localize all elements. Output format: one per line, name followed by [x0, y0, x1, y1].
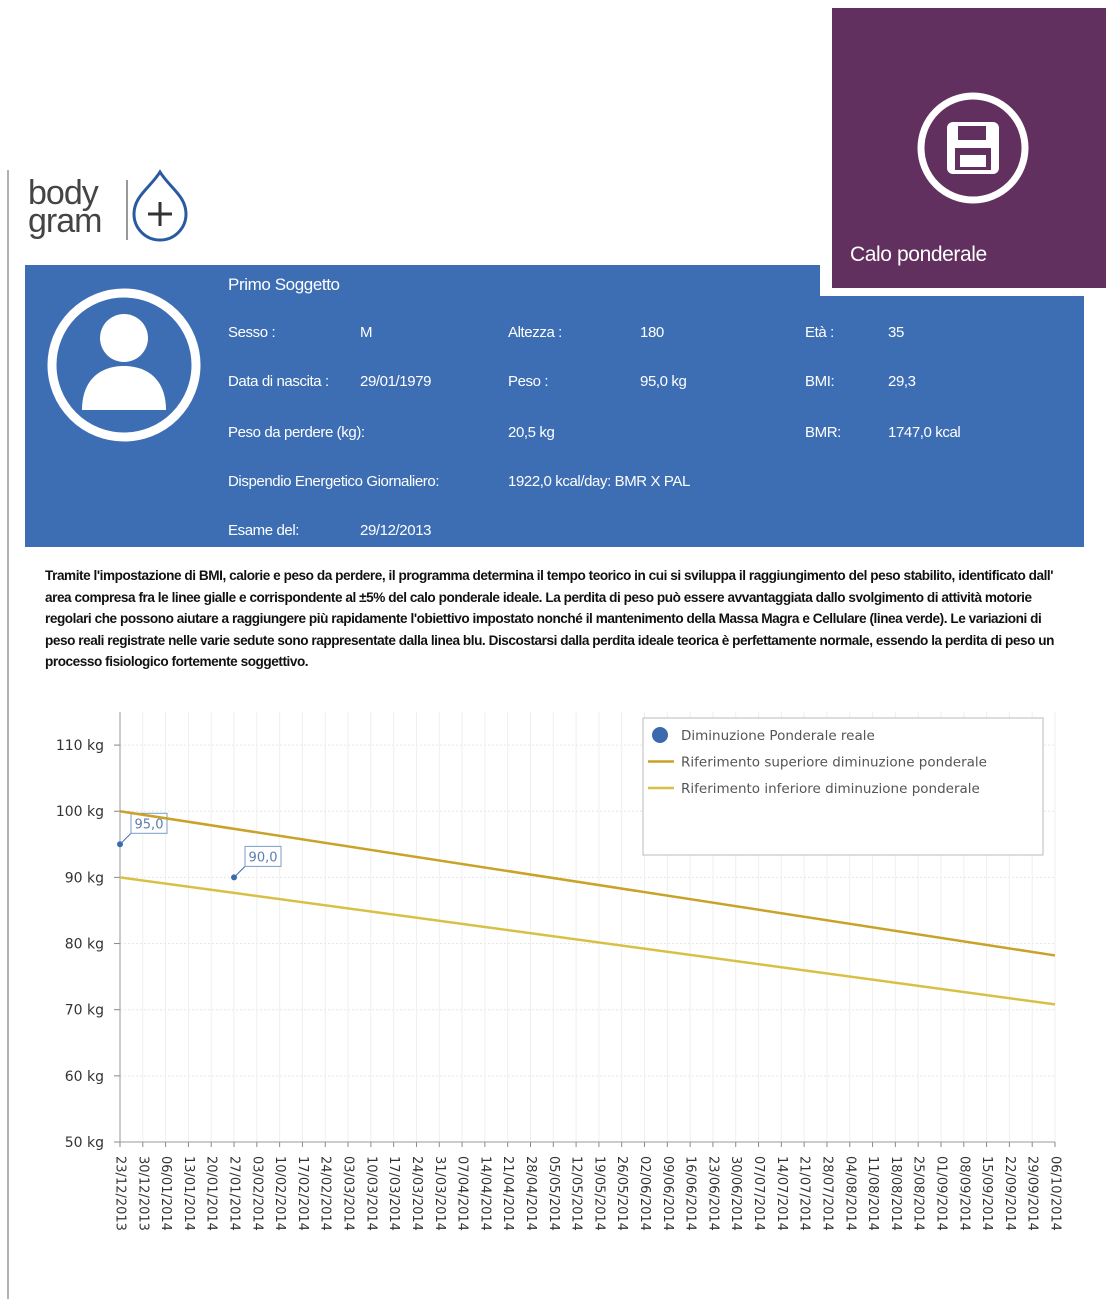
x-tick-label: 14/04/2014: [477, 1156, 492, 1231]
field-label: Peso da perdere (kg):: [228, 424, 365, 441]
field-label: Dispendio Energetico Giornaliero:: [228, 473, 440, 490]
x-tick-label: 21/07/2014: [797, 1156, 812, 1231]
x-tick-label: 06/10/2014: [1048, 1156, 1063, 1231]
x-tick-label: 03/03/2014: [341, 1156, 356, 1231]
x-tick-label: 25/08/2014: [911, 1156, 926, 1231]
subject-name: Primo Soggetto: [228, 275, 340, 294]
data-point: [231, 874, 238, 881]
x-tick-label: 21/04/2014: [500, 1156, 515, 1231]
floppy-shutter: [958, 126, 986, 140]
field-value: 180: [640, 324, 664, 341]
x-tick-label: 03/02/2014: [249, 1156, 264, 1231]
field-value: 35: [888, 324, 904, 341]
x-tick-label: 14/07/2014: [774, 1156, 789, 1231]
field-label: Esame del:: [228, 522, 300, 539]
avatar-head: [100, 314, 148, 362]
x-tick-label: 07/07/2014: [751, 1156, 766, 1231]
x-tick-label: 04/08/2014: [842, 1156, 857, 1231]
data-label: 95,0: [135, 817, 164, 832]
field-value: 95,0 kg: [640, 373, 687, 390]
x-tick-label: 19/05/2014: [591, 1156, 606, 1231]
x-tick-label: 17/03/2014: [386, 1156, 401, 1231]
series-line: [119, 876, 1056, 1006]
x-tick-label: 15/09/2014: [979, 1156, 994, 1231]
field-value: 1747,0 kcal: [888, 424, 961, 441]
x-tick-label: 18/08/2014: [888, 1156, 903, 1231]
legend-marker: [652, 727, 668, 743]
x-tick-label: 28/04/2014: [523, 1156, 538, 1231]
x-tick-label: 12/05/2014: [569, 1156, 584, 1231]
x-tick-label: 23/06/2014: [705, 1156, 720, 1231]
x-tick-label: 20/01/2014: [204, 1156, 219, 1231]
series-line: [119, 809, 1056, 957]
y-tick-label: 100 kg: [56, 804, 104, 820]
profile-band: [25, 265, 1084, 547]
x-tick-label: 01/09/2014: [933, 1156, 948, 1231]
tile-bottom: [832, 265, 1106, 288]
field-value: 29/01/1979: [360, 373, 432, 390]
x-tick-label: 24/02/2014: [318, 1156, 333, 1231]
x-tick-label: 07/04/2014: [455, 1156, 470, 1231]
field-value: M: [360, 324, 373, 341]
x-tick-label: 11/08/2014: [865, 1156, 880, 1231]
floppy-paper: [960, 155, 986, 167]
x-tick-label: 30/06/2014: [728, 1156, 743, 1231]
y-tick-label: 80 kg: [65, 937, 104, 953]
x-tick-label: 24/03/2014: [409, 1156, 424, 1231]
field-label: BMI:: [805, 373, 835, 390]
field-label: Data di nascita :: [228, 373, 329, 390]
description: Tramite l'impostazione di BMI, calorie e…: [45, 568, 1054, 670]
legend-label: Diminuzione Ponderale reale: [681, 728, 875, 744]
x-tick-label: 06/01/2014: [158, 1156, 173, 1231]
field-value: 20,5 kg: [508, 424, 555, 441]
x-tick-label: 26/05/2014: [614, 1156, 629, 1231]
field-label: Altezza :: [508, 324, 562, 341]
field-label: Peso :: [508, 373, 549, 390]
field-value: 29,3: [888, 373, 916, 390]
data-label: 90,0: [249, 850, 278, 865]
x-tick-label: 28/07/2014: [819, 1156, 834, 1231]
x-tick-label: 23/12/2013: [113, 1156, 128, 1231]
logo-plus: [148, 202, 172, 226]
x-tick-label: 22/09/2014: [1002, 1156, 1017, 1231]
x-tick-label: 08/09/2014: [956, 1156, 971, 1231]
x-tick-label: 10/03/2014: [363, 1156, 378, 1231]
field-label: BMR:: [805, 424, 841, 441]
data-point: [117, 841, 123, 848]
x-tick-label: 09/06/2014: [660, 1156, 675, 1231]
field-label: Sesso :: [228, 324, 276, 341]
x-tick-label: 17/02/2014: [295, 1156, 310, 1231]
x-tick-label: 30/12/2013: [135, 1156, 150, 1231]
x-tick-label: 31/03/2014: [432, 1156, 447, 1231]
legend-label: Riferimento inferiore diminuzione ponder…: [681, 781, 980, 797]
x-tick-label: 16/06/2014: [683, 1156, 698, 1231]
y-tick-label: 60 kg: [65, 1069, 104, 1085]
field-label: Età :: [805, 324, 834, 341]
logo-text: gram: [28, 202, 102, 240]
field-value: 29/12/2013: [360, 522, 432, 539]
avatar-ring: [47, 288, 201, 442]
y-tick-label: 70 kg: [65, 1003, 104, 1019]
tile-icon-ring: [917, 92, 1029, 204]
x-tick-label: 10/02/2014: [272, 1156, 287, 1231]
y-tick-label: 50 kg: [65, 1135, 104, 1151]
y-tick-label: 110 kg: [56, 738, 104, 754]
logo-drop: [132, 169, 188, 242]
logo-text: body: [28, 174, 99, 212]
x-tick-label: 13/01/2014: [181, 1156, 196, 1231]
x-tick-label: 29/09/2014: [1025, 1156, 1040, 1231]
y-tick-label: 90 kg: [65, 870, 104, 886]
tile-title[interactable]: Calo ponderale: [850, 243, 987, 266]
x-tick-label: 02/06/2014: [637, 1156, 652, 1231]
legend-box: [642, 717, 1044, 856]
legend-label: Riferimento superiore diminuzione ponder…: [681, 755, 987, 771]
avatar-body: [82, 366, 166, 410]
x-tick-label: 05/05/2014: [546, 1156, 561, 1231]
field-value: 1922,0 kcal/day: BMR X PAL: [508, 473, 690, 490]
x-tick-label: 27/01/2014: [227, 1156, 242, 1231]
data-label-box: [244, 845, 282, 867]
